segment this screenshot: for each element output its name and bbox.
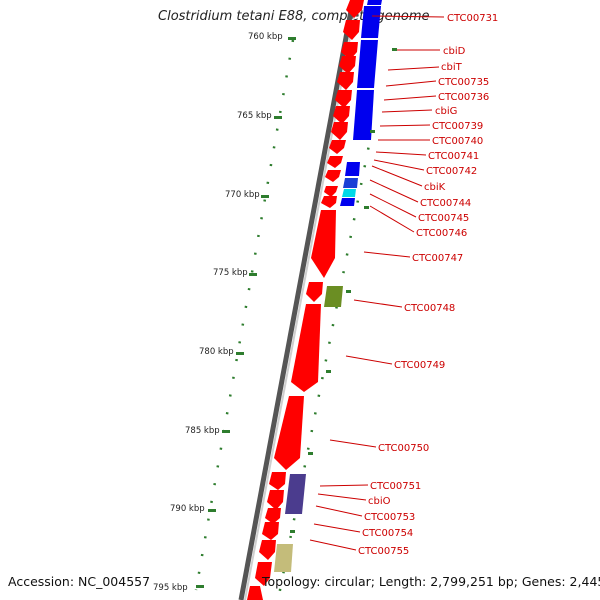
rev-cds-1[interactable]	[361, 6, 381, 38]
cds-bottom[interactable]	[247, 586, 263, 600]
accession-text: Accession: NC_004557	[8, 574, 151, 589]
cds-ctc00739[interactable]	[333, 106, 350, 124]
cds-ctc00753[interactable]	[265, 508, 281, 524]
gene-label-ctc00751[interactable]: CTC00751	[370, 481, 421, 492]
cds-ctc00736[interactable]	[337, 72, 354, 90]
gene-label-ctc00745[interactable]: CTC00745	[418, 213, 469, 224]
cds-ctc00747[interactable]	[311, 210, 336, 278]
label-leaders	[309, 15, 445, 551]
tick-label-770: 770 kbp	[225, 190, 260, 200]
rev-cds-2[interactable]	[357, 40, 378, 88]
tick-label-795: 795 kbp	[153, 583, 188, 593]
inner-tick-marks	[290, 48, 397, 533]
gene-label-cbik[interactable]: cbiK	[424, 182, 446, 193]
gene-label-ctc00750[interactable]: CTC00750	[378, 443, 429, 454]
rev-cds-cyan[interactable]	[342, 189, 356, 197]
gene-label-ctc00744[interactable]: CTC00744	[420, 198, 471, 209]
cds-cbit[interactable]	[341, 42, 358, 60]
scale-ring-dots	[194, 39, 295, 591]
tick-label-775: 775 kbp	[213, 268, 248, 278]
tick-label-780: 780 kbp	[199, 347, 234, 357]
gene-label-ctc00741[interactable]: CTC00741	[428, 151, 479, 162]
cds-ctc00749[interactable]	[291, 304, 321, 392]
cds-ctc00735[interactable]	[339, 56, 356, 74]
backbone-line	[238, 0, 356, 600]
cds-ctc00745[interactable]	[321, 196, 337, 208]
scale-tick-labels: 760 kbp 765 kbp 770 kbp 775 kbp 780 kbp …	[153, 32, 283, 593]
gene-label-ctc00736[interactable]: CTC00736	[438, 92, 489, 103]
gene-label-ctc00739[interactable]: CTC00739	[432, 121, 483, 132]
gene-label-cbit[interactable]: cbiT	[441, 62, 463, 73]
gene-label-ctc00747[interactable]: CTC00747	[412, 253, 463, 264]
map-title: Clostridium tetani E88, complete genome	[158, 9, 430, 24]
scale-tick-marks	[196, 37, 296, 588]
gene-label-ctc00749[interactable]: CTC00749	[394, 360, 445, 371]
gene-label-ctc00735[interactable]: CTC00735	[438, 77, 489, 88]
cds-cbik[interactable]	[325, 170, 341, 182]
rev-cds-ctc00748[interactable]	[324, 286, 343, 307]
cds-next[interactable]	[255, 562, 272, 586]
cds-cbig[interactable]	[335, 90, 352, 108]
cds-cbio[interactable]	[267, 490, 284, 510]
tick-label-785: 785 kbp	[185, 426, 220, 436]
rev-cds-top[interactable]	[367, 0, 382, 5]
gene-label-cbig[interactable]: cbiG	[435, 106, 457, 117]
rev-cds-3[interactable]	[353, 90, 374, 140]
rev-cds-ctc00755[interactable]	[274, 544, 293, 572]
tick-label-790: 790 kbp	[170, 504, 205, 514]
rev-cds-6[interactable]	[340, 198, 355, 206]
cds-ctc00747b[interactable]	[306, 282, 323, 302]
tick-label-760: 760 kbp	[248, 32, 283, 42]
cds-ctc00742[interactable]	[327, 156, 343, 168]
gene-label-ctc00755[interactable]: CTC00755	[358, 546, 409, 557]
cds-ctc00731[interactable]	[346, 0, 364, 18]
gene-label-ctc00742[interactable]: CTC00742	[426, 166, 477, 177]
cds-ctc00754[interactable]	[262, 522, 279, 540]
gene-label-ctc00753[interactable]: CTC00753	[364, 512, 415, 523]
gene-label-ctc00746[interactable]: CTC00746	[416, 228, 467, 239]
gene-label-cbid[interactable]: cbiD	[443, 46, 466, 57]
gene-label-ctc00754[interactable]: CTC00754	[362, 528, 413, 539]
cds-cbid[interactable]	[343, 20, 360, 40]
cds-ctc00744[interactable]	[324, 186, 338, 197]
cds-ctc00751[interactable]	[269, 472, 286, 490]
rev-cds-4[interactable]	[345, 162, 360, 176]
cds-ctc00750[interactable]	[274, 396, 304, 470]
tick-label-765: 765 kbp	[237, 111, 272, 121]
gene-label-ctc00748[interactable]: CTC00748	[404, 303, 455, 314]
cds-ctc00741[interactable]	[329, 140, 346, 154]
gene-labels: CTC00731 cbiD cbiT CTC00735 CTC00736 cbi…	[358, 13, 498, 557]
rev-cds-cbio[interactable]	[285, 474, 306, 514]
forward-cds-track	[247, 0, 364, 600]
gene-label-ctc00740[interactable]: CTC00740	[432, 136, 483, 147]
gene-label-ctc00731[interactable]: CTC00731	[447, 13, 498, 24]
cds-ctc00740[interactable]	[331, 122, 348, 140]
gene-label-cbio[interactable]: cbiO	[368, 496, 391, 507]
rev-cds-5[interactable]	[343, 178, 358, 188]
topology-text: Topology: circular; Length: 2,799,251 bp…	[262, 574, 600, 589]
cds-ctc00755[interactable]	[259, 540, 276, 560]
reverse-cds-track	[274, 0, 382, 572]
